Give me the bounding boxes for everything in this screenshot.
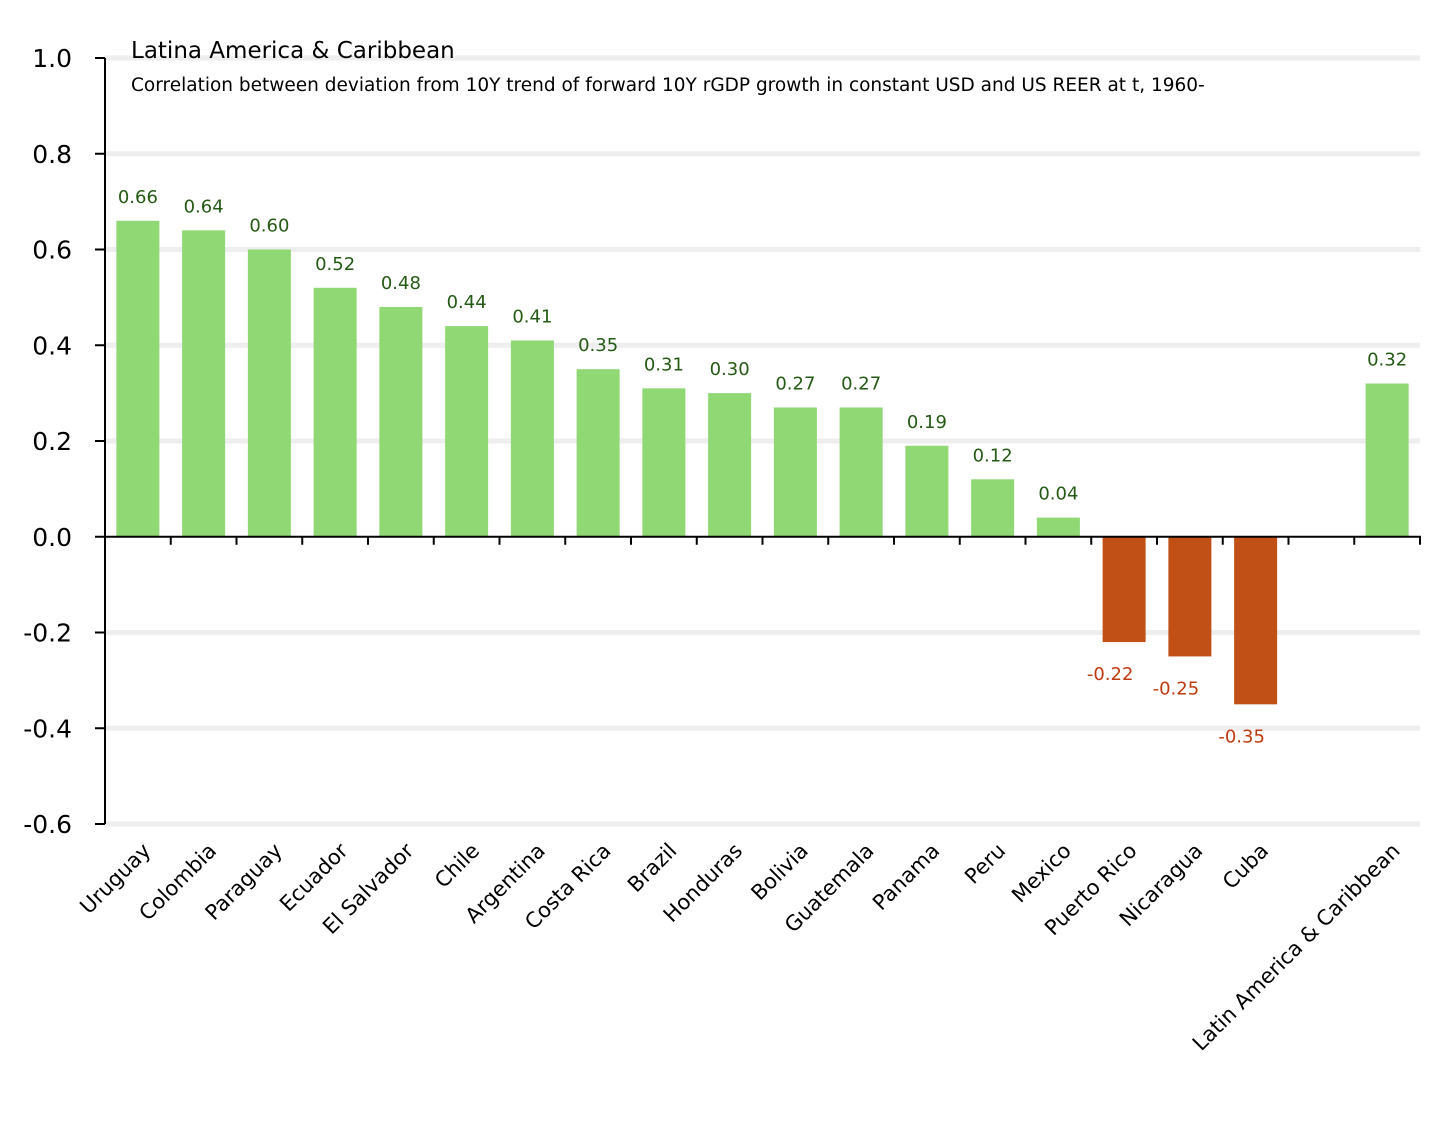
data-label: 0.04 [1038,484,1078,505]
x-category-label: Latin America & Caribbean [1188,839,1405,1056]
bar-el-salvador [379,306,423,537]
y-tick-label: -0.4 [23,714,72,743]
data-label: 0.48 [381,273,421,294]
bar-peru [971,479,1015,537]
x-category-label: Peru [960,839,1010,889]
bar-panama [905,445,949,537]
bar-uruguay [116,220,160,537]
x-category-label: Chile [430,839,484,893]
data-label: 0.32 [1367,350,1407,371]
bar-nicaragua [1168,536,1212,657]
data-label: 0.12 [973,445,1013,466]
bar-bolivia [773,407,817,537]
chart-title: Latina America & Caribbean [131,38,455,64]
bar-puerto-rico [1102,536,1146,643]
x-category-label: Bolivia [746,839,813,906]
bar-argentina [510,340,554,537]
bar-cuba [1234,536,1278,705]
x-category-label: Brazil [623,839,681,897]
bar-costa-rica [576,369,620,537]
chart-subtitle: Correlation between deviation from 10Y t… [131,75,1205,96]
data-label: 0.44 [447,292,487,313]
data-label: 0.27 [775,373,815,394]
y-tick-label: 1.0 [32,44,72,73]
y-tick-label: -0.2 [23,619,72,648]
bar-ecuador [313,287,357,537]
bar-colombia [182,230,226,537]
data-label: 0.66 [118,187,158,208]
x-category-label: Cuba [1218,839,1273,894]
y-tick-label: 0.6 [32,236,72,265]
data-label: -0.35 [1218,726,1265,747]
data-label: 0.35 [578,335,618,356]
y-tick-label: -0.6 [23,810,72,839]
y-tick-label: 0.2 [32,427,72,456]
bar-latin-america-caribbean [1365,383,1409,537]
bar-chile [445,326,489,537]
bar-paraguay [247,249,291,537]
bar-honduras [708,393,752,537]
y-tick-label: 0.0 [32,523,72,552]
y-tick-label: 0.8 [32,140,72,169]
data-label: -0.25 [1153,678,1200,699]
bar-mexico [1036,517,1080,537]
bar-brazil [642,388,686,537]
data-label: 0.31 [644,354,684,375]
bar-guatemala [839,407,883,537]
data-label: 0.30 [710,359,750,380]
data-label: 0.52 [315,254,355,275]
y-tick-label: 0.4 [32,331,72,360]
x-category-label: Panama [868,839,944,915]
data-label: 0.60 [249,216,289,237]
data-label: 0.41 [512,306,552,327]
data-label: 0.64 [184,196,224,217]
data-label: 0.27 [841,373,881,394]
data-label: 0.19 [907,412,947,433]
data-label: -0.22 [1087,664,1134,685]
